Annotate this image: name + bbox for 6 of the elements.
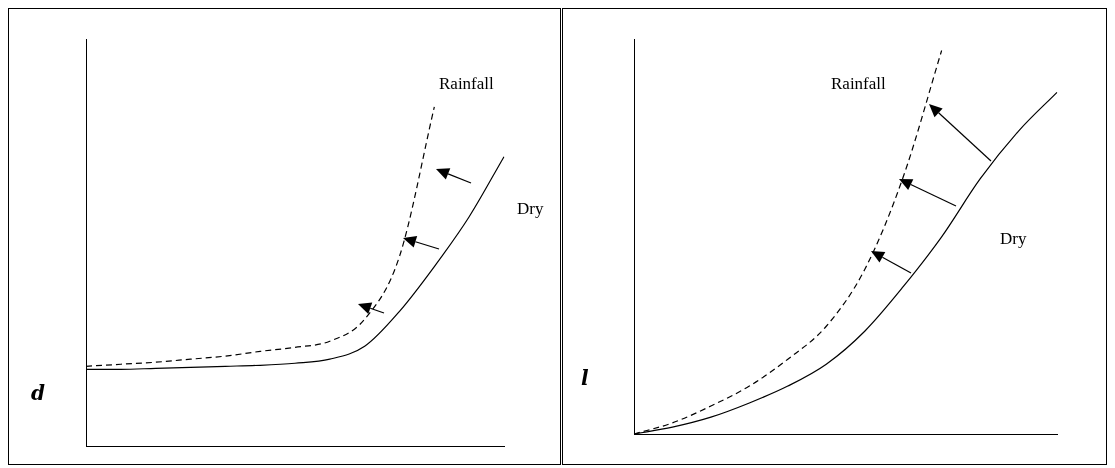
- y-axis-title: l: [581, 366, 589, 390]
- text: Dry: [1000, 229, 1027, 249]
- series-label: Rainfall: [439, 74, 494, 94]
- text: Rainfall: [831, 74, 886, 94]
- y-axis-title: d: [31, 381, 45, 405]
- series-label: Dry: [517, 199, 544, 219]
